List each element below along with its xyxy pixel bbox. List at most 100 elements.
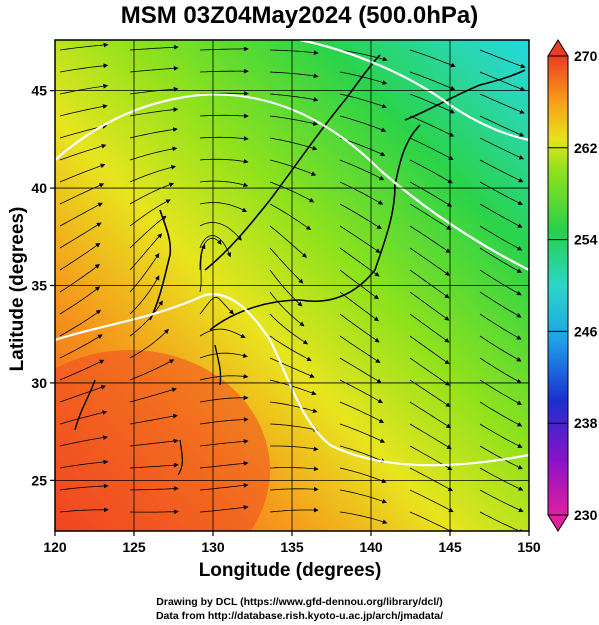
- streamline: [269, 225, 308, 258]
- streamline: [339, 445, 386, 463]
- streamline: [479, 137, 524, 160]
- streamline: [129, 165, 177, 183]
- streamline: [129, 253, 160, 293]
- streamline: [409, 115, 455, 137]
- isotherm-contours: [55, 40, 529, 467]
- streamline: [199, 296, 234, 315]
- streamline: [479, 445, 523, 470]
- streamline: [269, 247, 304, 284]
- streamline: [269, 423, 319, 432]
- streamline: [409, 467, 454, 491]
- streamline: [269, 507, 319, 513]
- streamline: [409, 181, 453, 207]
- streamline: [129, 107, 179, 117]
- streamline: [269, 49, 319, 55]
- streamline: [59, 163, 106, 183]
- streamline: [479, 159, 524, 183]
- streamline: [129, 65, 179, 73]
- y-tick-label: 35: [31, 278, 47, 294]
- streamline: [59, 385, 106, 403]
- streamline: [479, 379, 522, 405]
- streamline: [129, 199, 171, 227]
- streamline: [129, 86, 179, 95]
- streamline: [59, 410, 108, 425]
- streamline: [59, 359, 105, 381]
- streamline: [199, 417, 249, 425]
- x-tick-label: 130: [201, 539, 225, 555]
- streamline: [479, 49, 526, 69]
- streamline: [129, 438, 179, 447]
- streamline: [59, 222, 102, 249]
- streamline: [129, 146, 178, 161]
- streamline: [59, 334, 103, 359]
- streamline: [269, 313, 309, 345]
- streamline: [129, 359, 175, 381]
- streamline: [269, 291, 305, 327]
- streamline: [129, 462, 179, 469]
- streamline: [59, 264, 100, 293]
- colorbar-label: 270: [574, 48, 598, 64]
- streamline: [59, 435, 108, 447]
- streamline: [339, 225, 381, 254]
- colorbar-label: 254: [574, 232, 598, 248]
- colorbar-ticks: 270 262 254 246 238 230: [548, 48, 598, 523]
- credit-data: Data from http://database.rish.kyoto-u.a…: [155, 610, 444, 622]
- streamline: [199, 243, 206, 293]
- streamline: [479, 93, 525, 114]
- streamline: [59, 507, 109, 513]
- streamline: [479, 357, 522, 384]
- streamline: [269, 159, 317, 176]
- y-tick-label: 30: [31, 375, 47, 391]
- streamline: [199, 68, 249, 74]
- colorbar-max-arrow: [547, 39, 569, 57]
- y-tick-label: 40: [31, 180, 47, 196]
- streamline: [59, 459, 109, 469]
- streamline: [339, 247, 380, 277]
- streamline: [409, 357, 451, 386]
- streamline: [339, 489, 388, 504]
- streamlines: [59, 42, 526, 531]
- streamline: [339, 181, 384, 205]
- streamline: [199, 374, 249, 381]
- streamline: [339, 49, 388, 62]
- streamline: [409, 335, 450, 365]
- streamline: [479, 401, 523, 427]
- streamline: [339, 379, 383, 404]
- streamline: [59, 63, 109, 73]
- streamline: [479, 313, 522, 340]
- streamline: [269, 466, 319, 472]
- colorbar: 270 262 254 246 238 230: [547, 39, 598, 532]
- colorbar-scale: [547, 55, 569, 516]
- streamline: [409, 269, 450, 299]
- y-tick-label: 25: [31, 472, 47, 488]
- colorbar-min-arrow: [547, 514, 569, 532]
- y-axis-label: Latitude (degrees): [7, 206, 28, 372]
- streamline: [409, 203, 452, 230]
- streamline: [339, 423, 386, 443]
- streamline: [339, 467, 387, 484]
- streamline: [339, 203, 382, 230]
- streamline: [129, 413, 178, 425]
- streamline: [269, 335, 312, 362]
- x-tick-label: 135: [280, 539, 304, 555]
- streamline: [129, 233, 163, 271]
- streamline: [199, 352, 248, 359]
- x-axis-label: Longitude (degrees): [198, 560, 382, 581]
- streamline: [479, 489, 524, 512]
- streamline: [129, 44, 179, 51]
- colorbar-label: 230: [574, 507, 598, 523]
- streamline: [409, 489, 454, 512]
- streamline: [199, 438, 249, 447]
- x-tick-label: 145: [438, 539, 462, 555]
- streamline: [409, 247, 451, 276]
- streamline: [409, 93, 455, 114]
- streamline: [59, 183, 105, 205]
- streamline: [129, 215, 167, 249]
- streamline: [199, 136, 249, 141]
- streamline: [269, 203, 312, 231]
- streamline: [269, 401, 318, 414]
- streamline: [479, 511, 525, 531]
- streamline: [479, 71, 526, 91]
- streamline: [269, 93, 319, 102]
